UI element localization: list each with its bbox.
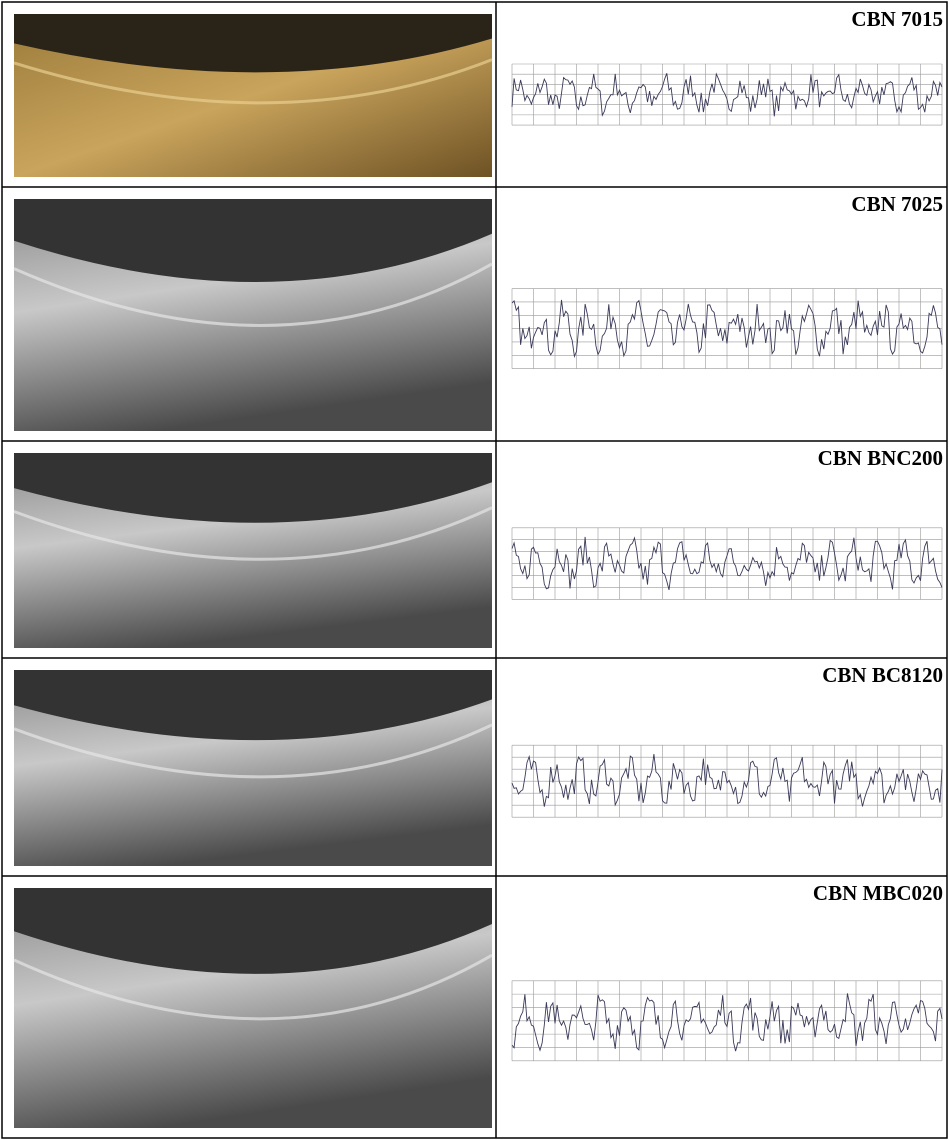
sample-label: CBN MBC020 bbox=[813, 881, 943, 905]
surface-photo bbox=[14, 14, 492, 177]
figure-page: CBN 7015 CBN 7025 CBN BNC200 CBN BC8120 CBN … bbox=[0, 0, 949, 1140]
figure-table: CBN 7015 CBN 7025 CBN BNC200 CBN BC8120 CBN … bbox=[0, 0, 949, 1140]
roughness-profile bbox=[512, 528, 942, 600]
roughness-profile bbox=[512, 64, 942, 125]
sample-label: CBN 7015 bbox=[851, 7, 943, 31]
sample-label: CBN BC8120 bbox=[822, 663, 943, 687]
surface-photo bbox=[14, 199, 492, 431]
surface-photo bbox=[14, 453, 492, 648]
surface-photo bbox=[14, 670, 492, 866]
roughness-profile bbox=[512, 745, 942, 817]
roughness-profile bbox=[512, 289, 942, 369]
roughness-profile bbox=[512, 981, 942, 1061]
sample-label: CBN BNC200 bbox=[818, 446, 943, 470]
surface-photo bbox=[14, 888, 492, 1128]
sample-label: CBN 7025 bbox=[851, 192, 943, 216]
